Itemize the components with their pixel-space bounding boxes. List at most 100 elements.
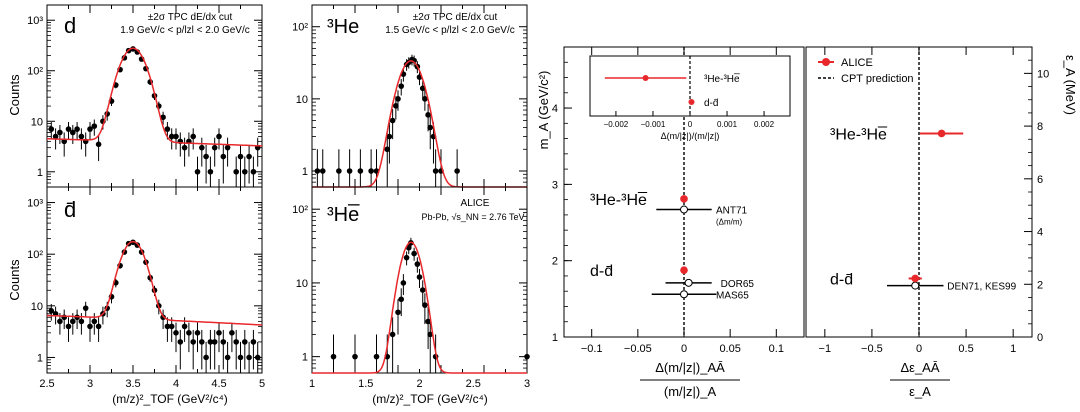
- x-tick-label: 0.1: [769, 343, 784, 355]
- y-tick-label: 4: [552, 103, 558, 115]
- momentum-range-label: 1.9 GeV/c < p/lzl < 2.0 GeV/c: [120, 25, 250, 36]
- x-tick-label: 0: [916, 343, 922, 355]
- y-tick-label: 10: [296, 278, 308, 290]
- y-tick-label: 3: [552, 179, 558, 191]
- inset-x-axis-label: Δ(m/|z|)/(m/|z|): [661, 131, 720, 141]
- data-point: [199, 144, 205, 151]
- x-tick-label: −1: [819, 343, 832, 355]
- data-point: [242, 339, 248, 345]
- data-point: [336, 168, 342, 174]
- data-point: [78, 318, 85, 325]
- x-tick-label: 4: [173, 378, 179, 390]
- data-point: [454, 168, 460, 174]
- inset-point: [688, 99, 695, 105]
- data-point: [389, 331, 396, 338]
- alice-point: [680, 195, 688, 203]
- panel-label: d̄: [64, 197, 76, 222]
- data-point: [52, 133, 59, 140]
- data-point: [194, 330, 201, 336]
- data-point: [203, 153, 209, 160]
- data-point: [237, 153, 244, 160]
- y-axis-label: Counts: [7, 259, 22, 301]
- data-point: [425, 112, 431, 118]
- x-axis-label: (m/z)²_TOF (GeV²/c⁴): [372, 392, 488, 406]
- alice-point: [911, 274, 920, 283]
- data-point: [330, 353, 337, 360]
- x-tick-label: 3: [524, 378, 530, 390]
- x-tick-label: 1: [1010, 343, 1016, 355]
- reference-label: ANT71: [716, 206, 748, 217]
- panel-helium3: 1 10 10² ³He ±2σ TPC dE/dx cut 1.5 GeV/c < p/…: [292, 4, 528, 188]
- x-tick-label: 5: [259, 378, 265, 390]
- x-tick-label: 2.5: [466, 378, 481, 390]
- data-point: [427, 331, 434, 338]
- data-point: [432, 168, 439, 174]
- data-point: [203, 354, 209, 361]
- data-point: [398, 83, 405, 89]
- data-point: [160, 114, 166, 121]
- data-point: [242, 168, 248, 175]
- data-point: [160, 314, 166, 321]
- inset-x-tick-label: 0.001: [717, 120, 738, 129]
- x-tick-label: 1: [309, 378, 315, 390]
- data-point: [82, 305, 89, 311]
- data-point: [70, 129, 76, 136]
- y-tick-label: 10³: [27, 15, 43, 27]
- data-point: [87, 126, 93, 132]
- data-point: [414, 261, 421, 267]
- y-tick-label: 10: [1037, 68, 1049, 80]
- y-tick-label: 10: [31, 116, 43, 128]
- data-point: [181, 144, 188, 151]
- data-point: [190, 339, 196, 345]
- x-tick-label: −0.5: [861, 343, 883, 355]
- reference-point: [680, 290, 688, 299]
- data-point: [211, 339, 218, 345]
- y-tick-label: 1: [552, 332, 558, 344]
- data-point: [91, 318, 98, 325]
- y-axis-label: ε_A (MeV): [1063, 55, 1078, 115]
- reference-label: DOR65: [721, 279, 755, 290]
- panel-label: d: [64, 13, 76, 38]
- data-point: [233, 168, 239, 175]
- reference-point: [684, 278, 693, 287]
- data-point: [186, 330, 192, 336]
- data-point: [384, 146, 391, 153]
- data-point: [357, 168, 364, 174]
- y-tick-label: 10²: [27, 66, 43, 78]
- reference-label: DEN71, KES99: [947, 282, 1016, 293]
- data-point: [319, 168, 326, 174]
- data-point: [173, 133, 179, 140]
- reference-sublabel: (Δm/m): [716, 218, 743, 227]
- y-tick-label: 10²: [27, 249, 43, 261]
- data-point: [199, 339, 205, 345]
- data-point: [220, 339, 227, 345]
- data-point: [168, 323, 175, 330]
- data-point: [427, 124, 434, 131]
- data-point: [87, 323, 93, 330]
- panel-label: ³He̅: [327, 203, 360, 226]
- x-axis-label-numerator: Δ(m/|z|)_AĀ: [655, 360, 725, 375]
- data-point: [400, 280, 407, 286]
- x-tick-label: 3.5: [125, 378, 140, 390]
- y-tick-label: 10: [31, 301, 43, 313]
- y-tick-label: 1: [302, 352, 308, 364]
- x-axis-label: (m/z)²_TOF (GeV²/c⁴): [112, 392, 228, 406]
- reference-point: [911, 281, 920, 290]
- x-tick-label: −0.1: [581, 343, 603, 355]
- inset-point-label: ³He-³He̅: [704, 73, 740, 85]
- data-point: [237, 354, 244, 361]
- data-point: [422, 96, 428, 102]
- y-tick-label: 1: [37, 352, 43, 364]
- x-tick-label: 1.5: [358, 378, 373, 390]
- data-point: [524, 353, 530, 360]
- legend-label: CPT prediction: [841, 73, 914, 85]
- y-tick-label: 10³: [27, 198, 43, 210]
- data-point: [211, 144, 218, 151]
- data-point: [190, 133, 196, 140]
- annotation-label: ³He-³He̅: [590, 191, 648, 209]
- data-point: [352, 353, 358, 360]
- experiment-label: ALICE: [461, 198, 490, 209]
- panel-label: ³He: [327, 16, 359, 38]
- data-point: [411, 250, 417, 257]
- data-point: [246, 153, 252, 160]
